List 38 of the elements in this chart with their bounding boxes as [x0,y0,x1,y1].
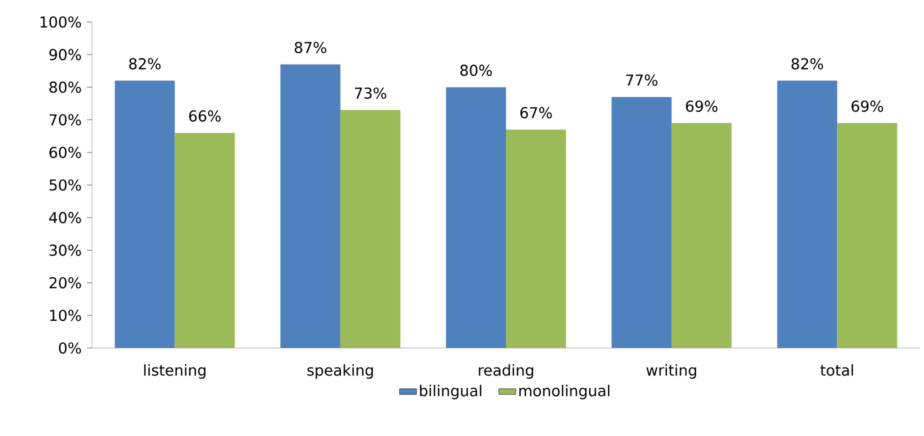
x-tick-label: total [820,364,853,376]
bar [777,80,838,348]
bar [340,110,400,348]
data-label: 69% [686,100,718,112]
data-label: 82% [792,58,824,70]
data-label: 82% [129,58,161,70]
bar [672,123,732,348]
legend-label: bilingual [420,384,482,400]
x-tick-label: listening [144,364,206,379]
bar [174,132,235,348]
y-tick-label: 50% [50,179,81,191]
bar [446,87,506,348]
bar [114,80,175,348]
data-label: 80% [460,64,492,76]
data-label: 66% [189,110,221,122]
y-tick-label: 10% [50,310,81,322]
y-tick-label: 80% [49,82,81,93]
x-tick-label: speaking [307,364,373,379]
bar [506,130,566,348]
legend-label: monolingual [519,384,610,400]
data-label: 67% [520,107,552,118]
bar [612,96,672,348]
data-label: 73% [354,87,386,99]
bar [280,64,340,348]
y-tick-label: 0% [58,342,81,354]
y-tick-label: 40% [49,212,81,224]
y-tick-label: 100% [40,16,81,28]
y-tick-label: 90% [49,48,81,60]
data-label: 77% [626,74,658,86]
y-tick-label: 70% [50,114,81,126]
y-tick-label: 30% [50,244,81,256]
x-tick-label: reading [478,364,534,379]
y-tick-label: 20% [50,277,81,288]
data-label: 87% [294,42,326,54]
x-tick-label: writing [646,364,696,379]
y-tick-label: 60% [50,146,81,158]
data-label: 69% [852,100,884,112]
bar [837,123,898,348]
